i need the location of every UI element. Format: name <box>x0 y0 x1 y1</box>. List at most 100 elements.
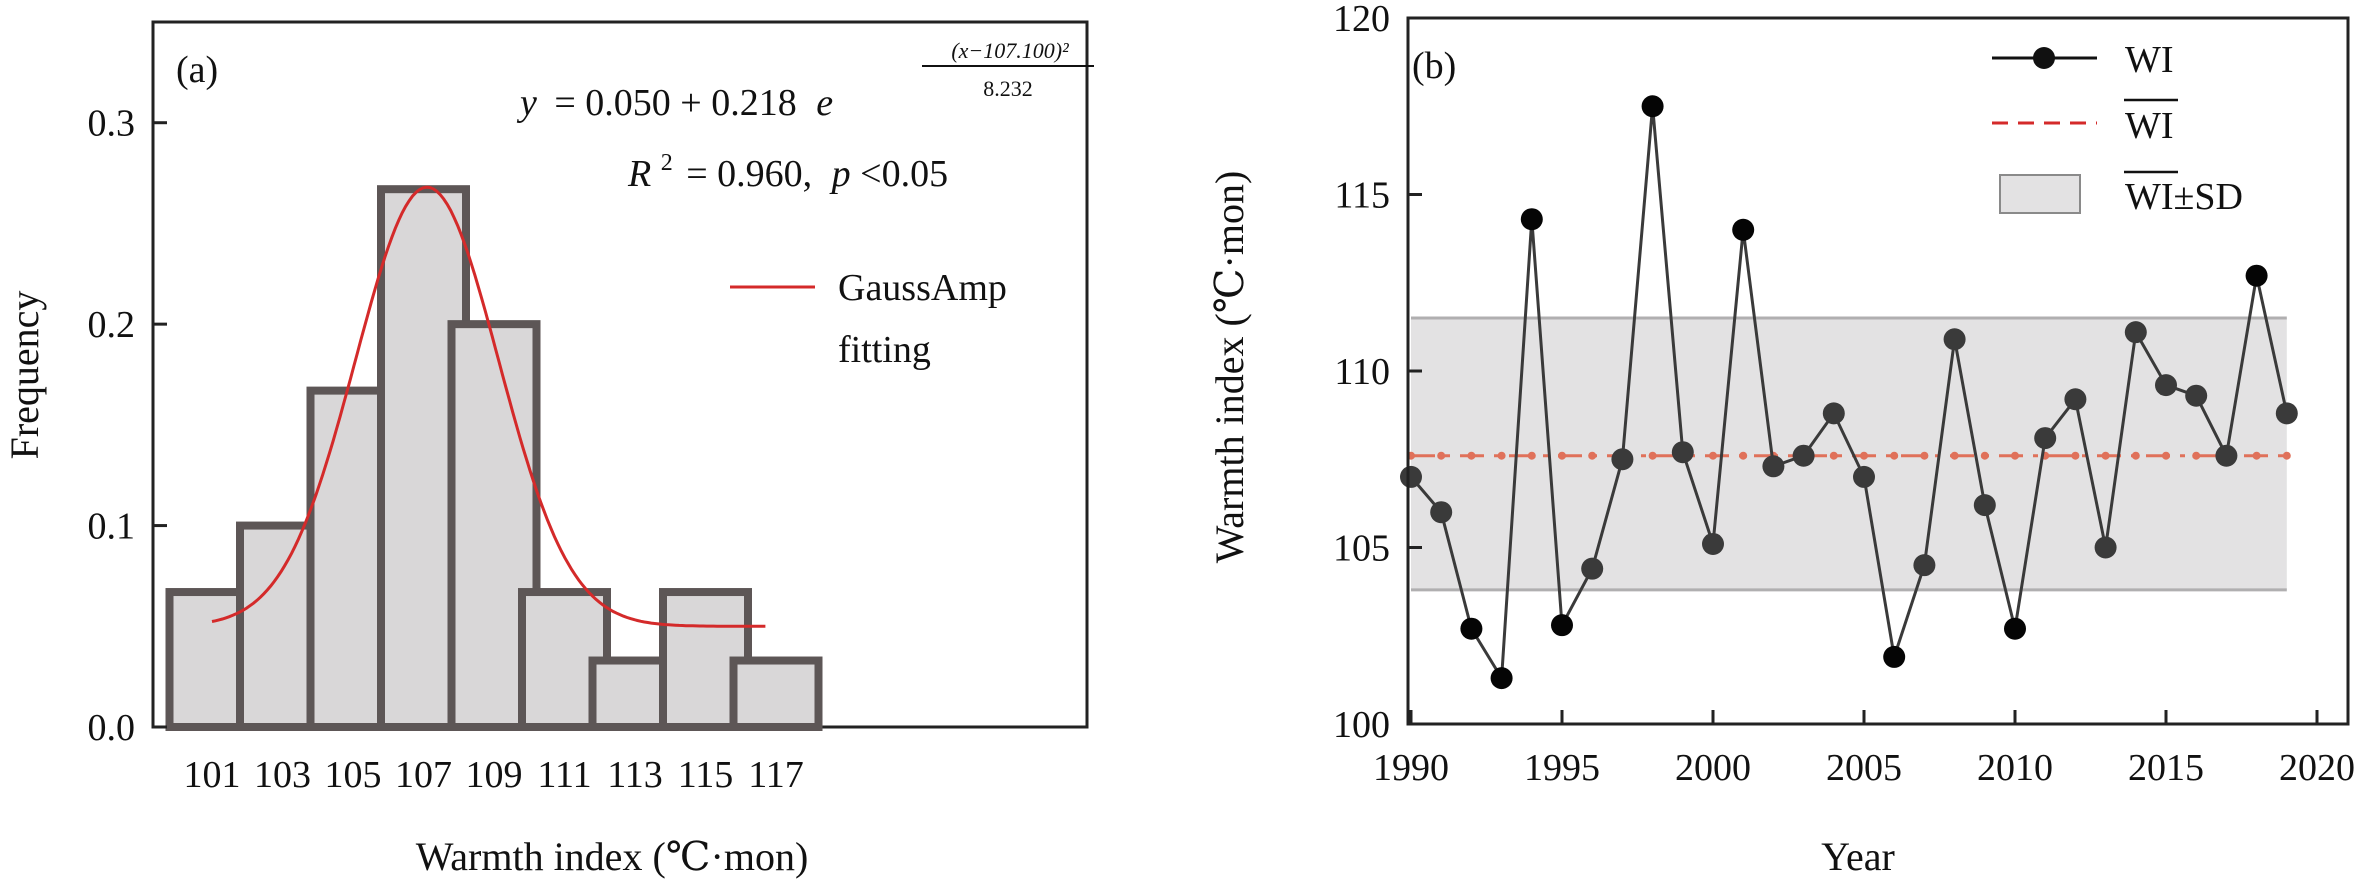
wi-point-2011 <box>2034 427 2057 450</box>
x-tick-label: 2020 <box>2279 747 2355 789</box>
bar-117 <box>729 656 823 731</box>
y-tick-label: 0.1 <box>88 506 136 548</box>
x-tick-label: 1995 <box>1524 747 1600 789</box>
mean-marker <box>1860 451 1868 460</box>
mean-marker <box>2131 451 2140 460</box>
wi-point-2010 <box>2004 617 2026 640</box>
wi-point-2007 <box>1913 554 1936 577</box>
legend-wi-marker <box>2033 47 2055 69</box>
mean-marker <box>1437 451 1446 460</box>
panel-b-y-ticks: 100 105 110 115 120 <box>1333 0 1422 746</box>
wi-series-points <box>1400 95 2298 690</box>
wi-point-2001 <box>1732 218 1755 241</box>
equation-rhs: = 0.050 + 0.218 <box>554 82 796 124</box>
mean-marker <box>1588 451 1597 460</box>
r-superscript: 2 <box>661 150 673 176</box>
mean-marker <box>1890 451 1899 460</box>
p-symbol: p <box>829 153 851 195</box>
wi-point-2012 <box>2064 388 2087 411</box>
legend-wi-label: WI <box>2125 39 2174 81</box>
panel-b-x-axis-label: Year <box>1821 834 1895 879</box>
mean-marker <box>1497 451 1506 460</box>
x-tick-label: 109 <box>466 754 523 796</box>
mean-marker <box>1648 451 1657 460</box>
mean-marker <box>1467 451 1476 460</box>
x-tick-label: 115 <box>678 754 734 796</box>
equation-exponent-denominator: 8.232 <box>983 76 1033 101</box>
mean-marker <box>1920 451 1929 460</box>
x-tick-label: 2000 <box>1675 747 1751 789</box>
legend-mean-label: WI <box>2125 105 2174 147</box>
panel-a-histogram: 0.0 0.1 0.2 0.3 101 103 105 107 109 111 113 115 117… <box>2 20 1094 879</box>
y-tick-label: 0.3 <box>88 103 136 145</box>
mean-marker <box>1739 451 1748 460</box>
r-symbol: R <box>627 153 651 195</box>
mean-marker <box>2282 451 2291 460</box>
y-tick-label: 105 <box>1333 528 1390 570</box>
panel-a-y-axis-label: Frequency <box>2 291 47 460</box>
wi-point-1999 <box>1671 441 1694 464</box>
panel-a-label: (a) <box>176 49 218 91</box>
x-tick-label: 105 <box>325 754 382 796</box>
wi-point-2017 <box>2215 444 2238 467</box>
wi-point-2009 <box>1973 494 1996 517</box>
wi-point-2004 <box>1822 402 1845 425</box>
wi-point-2015 <box>2155 374 2177 397</box>
x-tick-label: 2005 <box>1826 747 1902 789</box>
x-tick-label: 117 <box>748 754 804 796</box>
mean-marker <box>1709 451 1717 460</box>
fit-stats: R 2 = 0.960, p <0.05 <box>627 137 948 195</box>
wi-point-1997 <box>1611 448 1634 471</box>
mean-marker <box>2192 451 2201 460</box>
wi-point-1995 <box>1551 614 1573 637</box>
mean-marker <box>2011 451 2019 460</box>
wi-point-2008 <box>1943 328 1966 351</box>
mean-marker <box>1558 451 1566 460</box>
x-tick-label: 2010 <box>1977 747 2053 789</box>
r-value: = 0.960, <box>686 153 812 195</box>
wi-point-2005 <box>1853 465 1875 488</box>
legend-sd-label: WI±SD <box>2125 176 2243 218</box>
y-tick-label: 120 <box>1333 0 1390 40</box>
x-tick-label: 107 <box>395 754 452 796</box>
y-tick-label: 100 <box>1333 704 1390 746</box>
wi-point-2002 <box>1762 455 1785 478</box>
panel-b-timeseries: 100 105 110 115 120 1990 1995 2000 2005 2010 2015… <box>1207 0 2355 879</box>
panel-a-y-ticks: 0.0 0.1 0.2 0.3 <box>88 103 167 749</box>
mean-marker <box>1527 451 1536 460</box>
x-tick-label: 2015 <box>2128 747 2204 789</box>
y-tick-label: 115 <box>1334 175 1390 217</box>
wi-point-2000 <box>1702 532 1724 555</box>
panel-b-label: (b) <box>1412 45 1456 87</box>
mean-marker <box>2252 451 2261 460</box>
y-tick-label: 0.2 <box>88 304 136 346</box>
wi-point-1990 <box>1400 465 1422 488</box>
wi-point-1992 <box>1460 617 1483 640</box>
mean-marker <box>2101 451 2110 460</box>
x-tick-label: 101 <box>184 754 241 796</box>
wi-point-2003 <box>1792 444 1815 467</box>
wi-point-1991 <box>1430 501 1453 524</box>
mean-marker <box>2071 451 2080 460</box>
wi-point-2016 <box>2185 384 2208 407</box>
legend-sd-swatch <box>1999 174 2081 214</box>
wi-point-1998 <box>1641 95 1664 118</box>
fit-equation: y = 0.050 + 0.218 e <box>516 82 833 124</box>
wi-point-2018 <box>2245 264 2268 287</box>
legend-fit-label-line2: fitting <box>838 329 931 371</box>
mean-marker <box>1980 451 1989 460</box>
wi-point-2014 <box>2124 321 2147 344</box>
x-tick-label: 113 <box>607 754 663 796</box>
wi-point-2006 <box>1883 645 1906 668</box>
x-tick-label: 103 <box>254 754 311 796</box>
mean-marker <box>1829 451 1838 460</box>
x-tick-label: 1990 <box>1373 747 1449 789</box>
mean-marker <box>1950 451 1959 460</box>
equation-lhs: y <box>516 82 537 124</box>
legend-fit-label-line1: GaussAmp <box>838 267 1007 309</box>
y-tick-label: 0.0 <box>88 707 136 749</box>
panel-a-x-ticks: 101 103 105 107 109 111 113 115 117 <box>184 754 804 796</box>
equation-exponent-numerator: (x−107.100)² <box>951 38 1069 63</box>
wi-point-2019 <box>2275 402 2298 425</box>
